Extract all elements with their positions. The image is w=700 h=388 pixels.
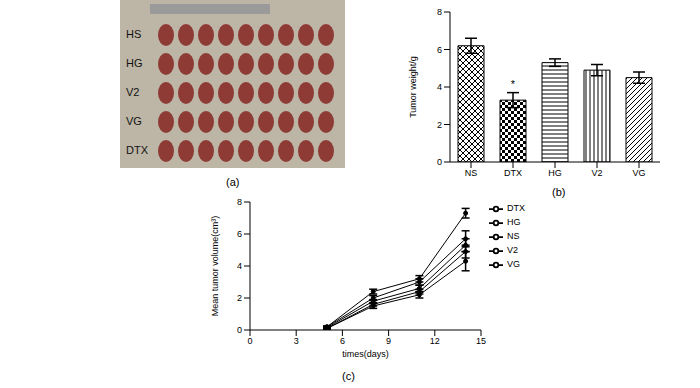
svg-text:15: 15 [476, 336, 486, 346]
html-text:HG: HG [507, 217, 521, 228]
svg-text:8: 8 [437, 7, 442, 17]
svg-text:HG: HG [548, 168, 562, 178]
html-text:(b): (b) [552, 186, 566, 198]
svg-text:6: 6 [437, 45, 442, 55]
html-text:HS: HS [126, 28, 142, 40]
svg-text:2: 2 [237, 293, 242, 303]
html-text:V2: V2 [126, 86, 140, 98]
html-text:(a): (a) [226, 176, 240, 188]
svg-text:6: 6 [237, 229, 242, 239]
svg-text:8: 8 [237, 197, 242, 207]
svg-text:4: 4 [237, 261, 242, 271]
svg-text:times(days): times(days) [342, 349, 389, 359]
html-text:NS: NS [507, 231, 520, 242]
svg-text:*: * [511, 78, 516, 90]
svg-text:V2: V2 [591, 168, 602, 178]
html-text:DTX: DTX [507, 203, 525, 214]
html-text:DTX: DTX [126, 144, 148, 156]
html-text:V2: V2 [507, 245, 518, 256]
svg-text:0: 0 [247, 336, 252, 346]
svg-text:0: 0 [437, 157, 442, 167]
html-text:VG: VG [507, 259, 520, 270]
svg-text:VG: VG [632, 168, 645, 178]
svg-text:DTX: DTX [504, 168, 522, 178]
svg-text:4: 4 [437, 82, 442, 92]
svg-text:2: 2 [437, 120, 442, 130]
svg-text:Tumor weight/g: Tumor weight/g [408, 56, 418, 118]
html-text:VG: VG [126, 115, 142, 127]
svg-text:Mean tumor volume(cm³): Mean tumor volume(cm³) [210, 216, 220, 317]
svg-text:3: 3 [294, 336, 299, 346]
svg-text:6: 6 [340, 336, 345, 346]
svg-text:0: 0 [237, 325, 242, 335]
svg-text:NS: NS [465, 168, 478, 178]
svg-text:9: 9 [386, 336, 391, 346]
html-text:(c): (c) [342, 370, 355, 382]
svg-text:12: 12 [430, 336, 440, 346]
html-text:HG: HG [126, 57, 143, 69]
